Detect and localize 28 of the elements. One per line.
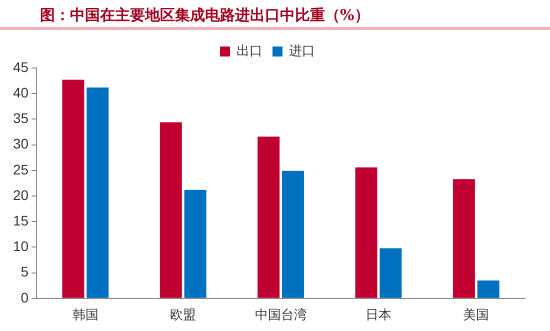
x-tick-label: 韩国 [72, 306, 98, 322]
y-tick-label: 10 [12, 238, 29, 254]
bar [282, 170, 304, 298]
legend-label: 进口 [289, 43, 315, 58]
y-tick-label: 5 [20, 264, 29, 280]
bar [380, 248, 402, 298]
bar [355, 167, 378, 298]
x-tick-label: 中国台湾 [254, 306, 307, 322]
bar [184, 190, 206, 298]
y-tick-label: 25 [12, 161, 29, 178]
y-tick-label: 40 [12, 84, 29, 100]
x-tick-label: 美国 [463, 306, 490, 322]
y-tick-label: 45 [12, 58, 29, 75]
chart-title: 图：中国在主要地区集成电路进出口中比重（%） [0, 0, 550, 30]
y-tick-label: 0 [20, 289, 29, 306]
y-tick-label: 15 [12, 212, 29, 228]
bar [477, 280, 500, 298]
legend-label: 出口 [236, 43, 262, 58]
bar [160, 122, 182, 298]
bar [452, 179, 475, 298]
y-tick-label: 35 [12, 110, 29, 126]
y-tick-label: 30 [12, 136, 29, 152]
x-tick-label: 日本 [365, 306, 392, 322]
bar [62, 80, 84, 298]
x-tick-label: 欧盟 [170, 306, 196, 322]
bar [86, 87, 109, 298]
bar [258, 136, 280, 298]
y-tick-label: 20 [12, 186, 29, 203]
